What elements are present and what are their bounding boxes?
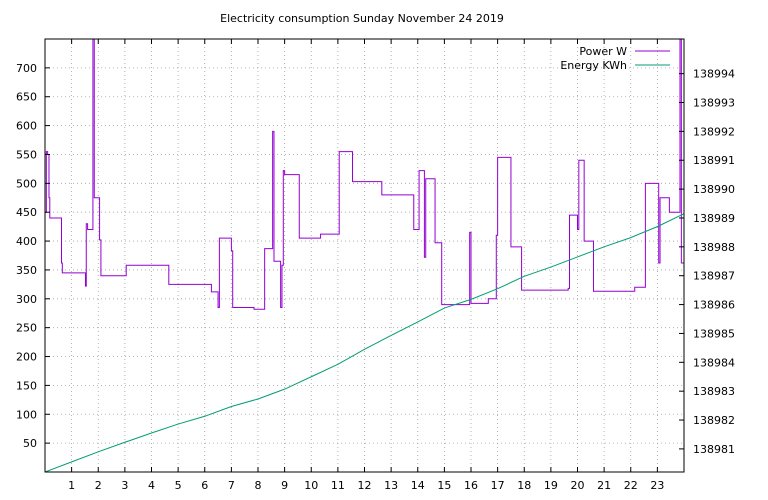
y-tick-label: 50 — [23, 437, 37, 450]
grid — [45, 39, 684, 472]
y2-tick-label: 138994 — [693, 68, 735, 81]
y2-tick-label: 138989 — [693, 212, 735, 225]
x-tick-label: 8 — [255, 479, 262, 492]
y-tick-label: 400 — [16, 235, 37, 248]
x-tick-label: 7 — [228, 479, 235, 492]
x-tick-label: 4 — [148, 479, 155, 492]
y-tick-label: 350 — [16, 264, 37, 277]
y2-tick-label: 138992 — [693, 125, 735, 138]
y-tick-label: 100 — [16, 408, 37, 421]
y-tick-label: 150 — [16, 379, 37, 392]
chart-title: Electricity consumption Sunday November … — [220, 12, 504, 25]
x-tick-label: 20 — [571, 479, 585, 492]
x-tick-label: 6 — [201, 479, 208, 492]
y-tick-label: 550 — [16, 148, 37, 161]
x-tick-label: 17 — [491, 479, 505, 492]
y2-tick-label: 138985 — [693, 327, 735, 340]
legend-label: Energy KWh — [560, 59, 627, 72]
y2-tick-label: 138981 — [693, 443, 735, 456]
x-tick-label: 16 — [464, 479, 478, 492]
series-line-power-w — [45, 39, 684, 310]
x-tick-label: 13 — [384, 479, 398, 492]
y-tick-label: 500 — [16, 177, 37, 190]
x-tick-label: 22 — [624, 479, 638, 492]
series-line-energy-kwh — [45, 213, 684, 472]
x-tick-label: 10 — [304, 479, 318, 492]
x-tick-label: 23 — [650, 479, 664, 492]
axis-ticks: 1 2 3 4 5 6 7 8 9 10 11 12 13 14 15 16 17 18 19 20 21 22 23501… — [16, 39, 735, 492]
y-tick-label: 300 — [16, 293, 37, 306]
x-tick-label: 1 — [68, 479, 75, 492]
legend-label: Power W — [579, 45, 627, 58]
y-tick-label: 600 — [16, 120, 37, 133]
y-tick-label: 450 — [16, 206, 37, 219]
y2-tick-label: 138986 — [693, 299, 735, 312]
y2-tick-label: 138984 — [693, 356, 735, 369]
y2-tick-label: 138987 — [693, 270, 735, 283]
x-tick-label: 21 — [597, 479, 611, 492]
y-tick-label: 200 — [16, 351, 37, 364]
plot-area — [45, 39, 684, 472]
x-tick-label: 9 — [281, 479, 288, 492]
y2-tick-label: 138993 — [693, 97, 735, 110]
x-tick-label: 18 — [517, 479, 531, 492]
y-tick-label: 250 — [16, 322, 37, 335]
x-tick-label: 12 — [358, 479, 372, 492]
x-tick-label: 3 — [121, 479, 128, 492]
y2-tick-label: 138988 — [693, 241, 735, 254]
x-tick-label: 15 — [437, 479, 451, 492]
x-tick-label: 2 — [95, 479, 102, 492]
y2-tick-label: 138983 — [693, 385, 735, 398]
y-tick-label: 650 — [16, 91, 37, 104]
y2-tick-label: 138982 — [693, 414, 735, 427]
x-tick-label: 14 — [411, 479, 425, 492]
x-tick-label: 19 — [544, 479, 558, 492]
y2-tick-label: 138990 — [693, 183, 735, 196]
x-tick-label: 11 — [331, 479, 345, 492]
x-tick-label: 5 — [175, 479, 182, 492]
y-tick-label: 700 — [16, 62, 37, 75]
y2-tick-label: 138991 — [693, 154, 735, 167]
